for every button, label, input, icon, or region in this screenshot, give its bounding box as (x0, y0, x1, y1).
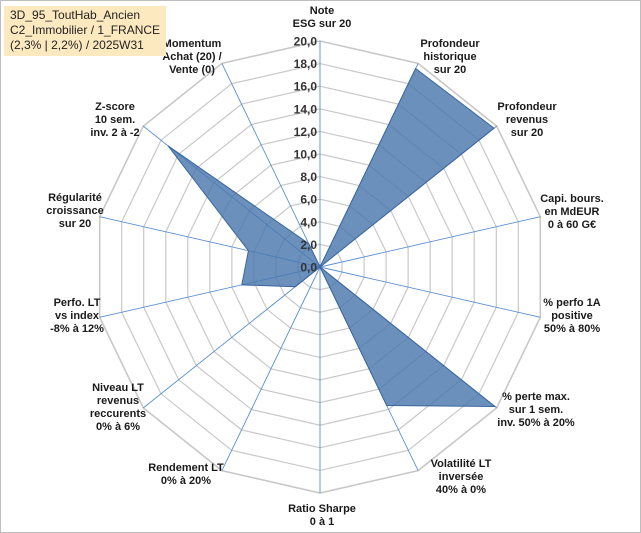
info-line-1: 3D_95_ToutHab_Ancien (10, 8, 141, 22)
axis-label: Momentum Achat (20) / Vente (0) (162, 38, 221, 76)
tick-label: 18,0 (294, 57, 318, 71)
axis-label: Rendement LT 0% à 20% (148, 462, 224, 487)
info-line-3: (2,3% | 2,2%) / 2025W31 (10, 38, 144, 52)
axis-spoke (143, 266, 321, 409)
tick-label: 12,0 (294, 125, 318, 139)
axis-label: Z-score 10 sem. inv. 2 à -2 (90, 101, 139, 139)
tick-label: 20,0 (294, 35, 318, 49)
radar-series (167, 67, 497, 408)
axis-label: Profondeur revenus sur 20 (497, 101, 557, 139)
axis-spoke (319, 266, 541, 318)
radar-tick-labels: 0,0 2,0 4,0 6,0 8,0 10,0 12,0 14,0 16,0 18,0 20,0 (294, 35, 318, 275)
tick-label: 14,0 (294, 102, 318, 116)
axis-label: Profondeur historique sur 20 (420, 38, 480, 76)
tick-label: 6,0 (300, 193, 317, 207)
axis-label: Note ESG sur 20 (293, 5, 352, 30)
axis-spoke (319, 216, 541, 268)
series-area (167, 67, 497, 408)
axis-label: Volatilité LT inversée 40% à 0% (431, 458, 492, 496)
tick-label: 0,0 (300, 261, 317, 275)
axis-label: Capi. bours. en MdEUR 0 à 60 G€ (540, 193, 604, 231)
axis-label: % perte max. sur 1 sem. inv. 50% à 20% (497, 391, 575, 429)
axis-label: Ratio Sharpe 0 à 1 (288, 503, 356, 528)
tick-label: 16,0 (294, 80, 318, 94)
axis-label: Perfo. LT vs index -8% à 12% (50, 297, 104, 335)
info-box: 3D_95_ToutHab_Ancien C2_Immobilier / 1_F… (4, 6, 167, 56)
tick-label: 8,0 (300, 170, 317, 184)
axis-label: Régularité croissance sur 20 (46, 192, 103, 230)
tick-label: 4,0 (300, 215, 317, 229)
tick-label: 2,0 (300, 238, 317, 252)
info-line-2: C2_Immobilier / 1_FRANCE (10, 23, 161, 37)
axis-label: Niveau LT revenus reccurents 0% à 6% (90, 382, 146, 433)
axis-spoke (221, 63, 321, 268)
radar-axis-labels: Note ESG sur 20 Profondeur historique sur 20… (46, 5, 604, 528)
tick-label: 10,0 (294, 148, 318, 162)
axis-spoke (221, 266, 321, 471)
axis-label: % perfo 1A positive 50% à 80% (543, 297, 601, 335)
